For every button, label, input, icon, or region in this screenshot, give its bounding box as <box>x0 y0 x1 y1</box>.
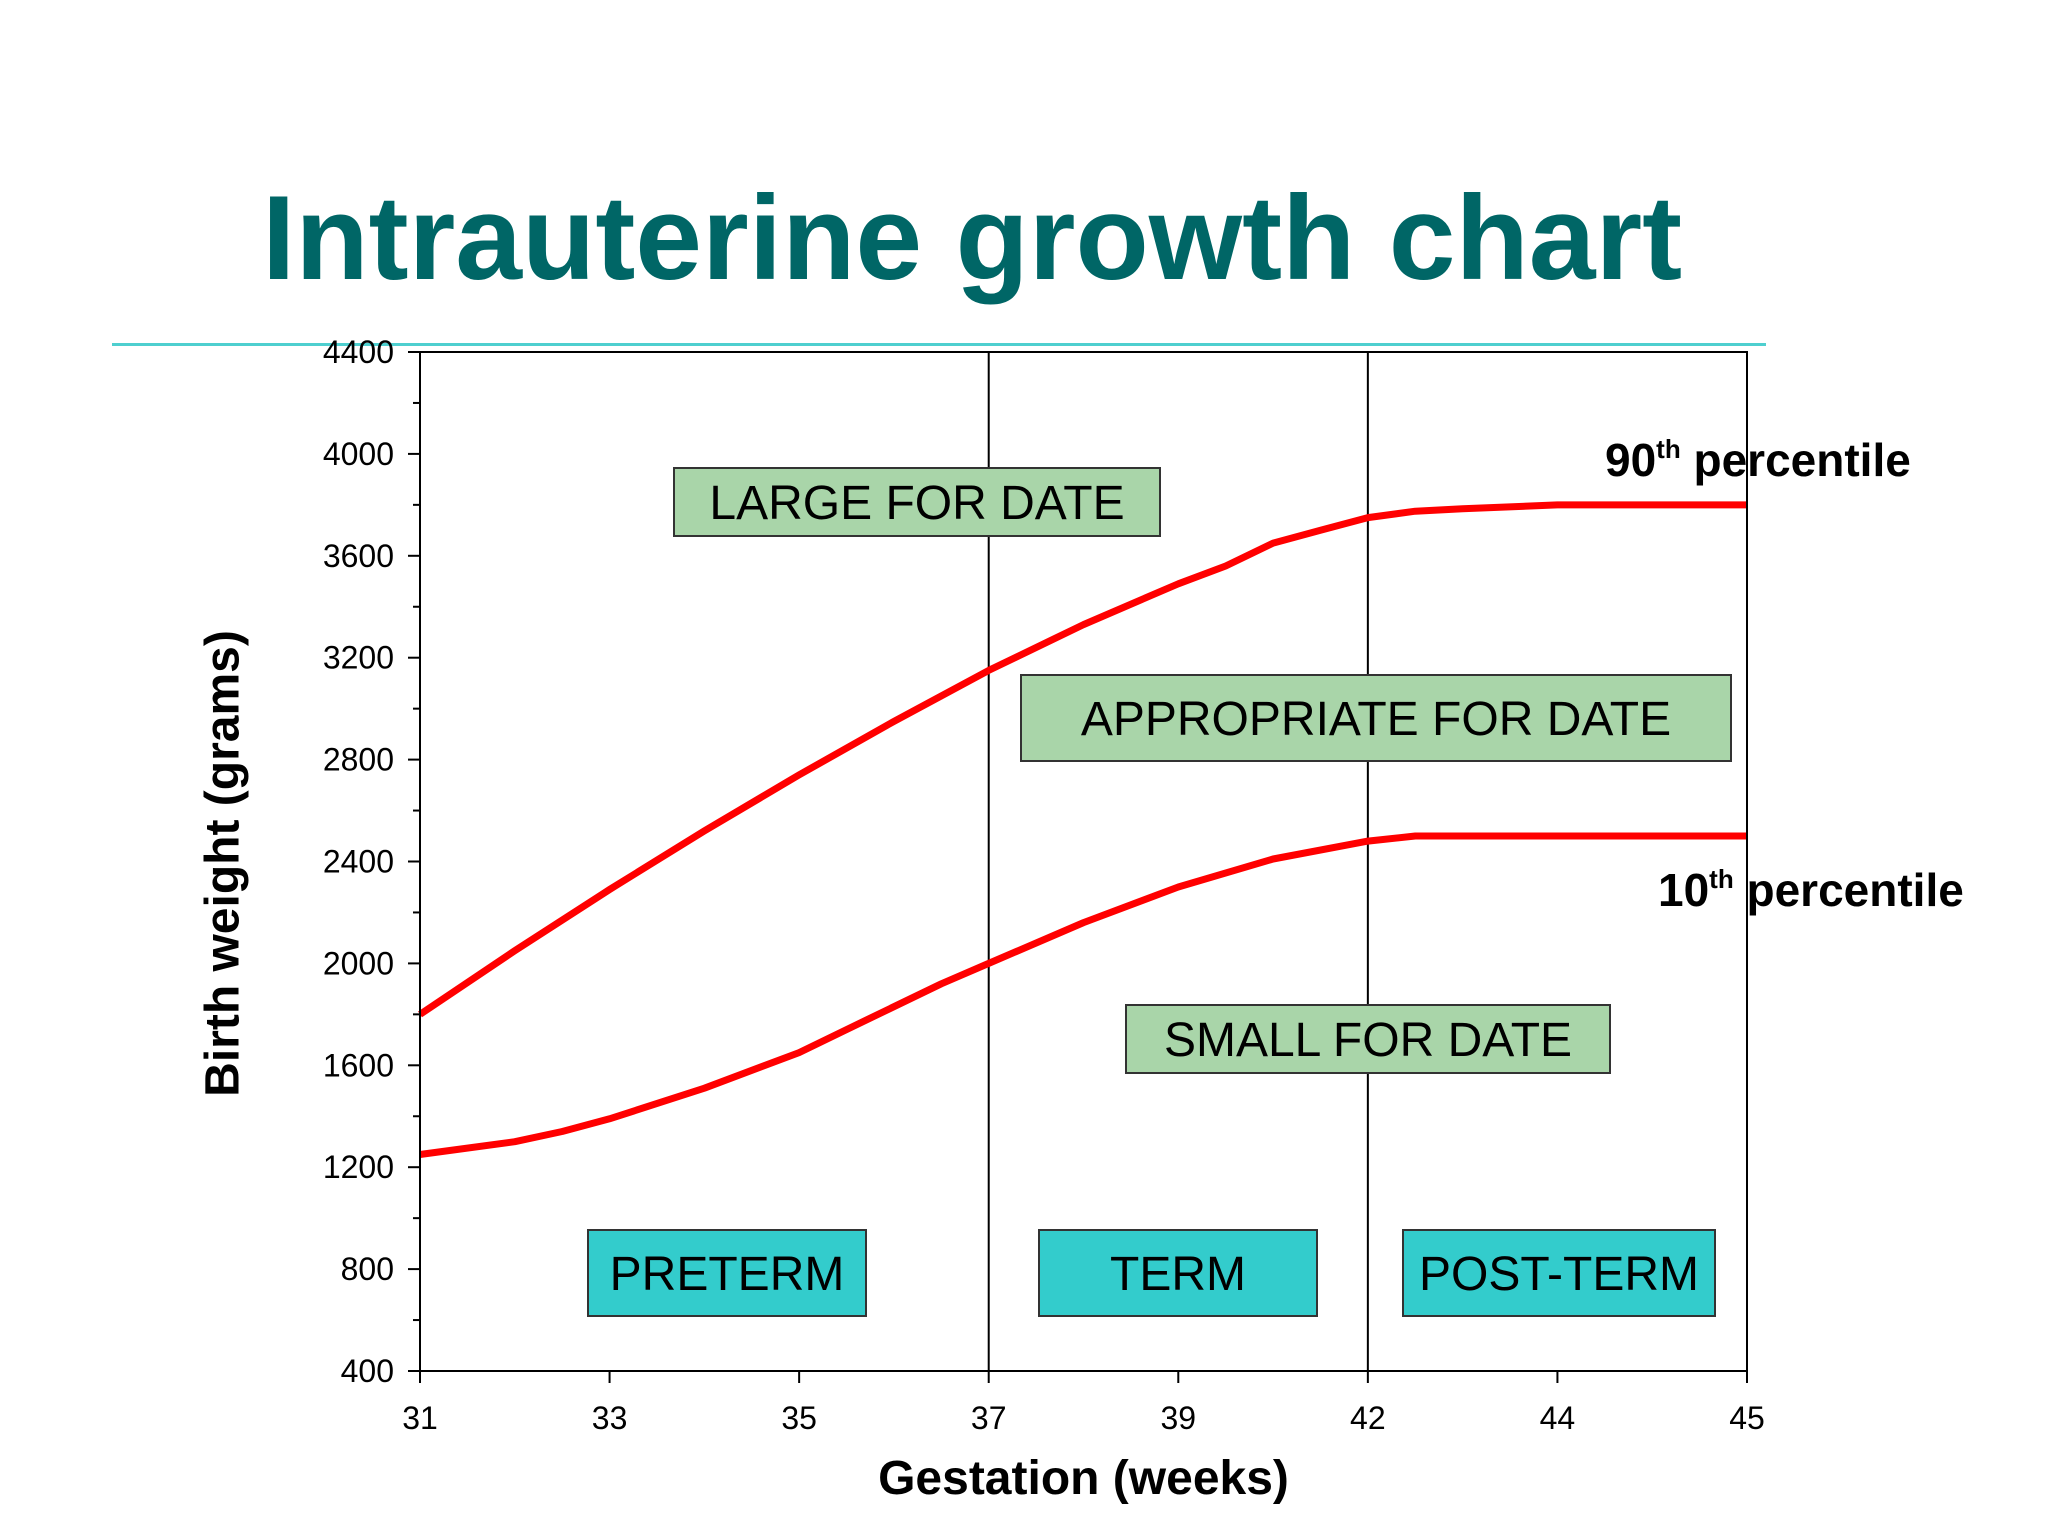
series-p90-label: 90th percentile <box>1605 434 1911 486</box>
x-tick-label: 31 <box>402 1400 438 1436</box>
series-p90-line <box>418 501 1747 1018</box>
title-divider <box>112 343 1766 346</box>
zone-term: TERM <box>1038 1229 1318 1317</box>
zone-term-label: TERM <box>1110 1248 1246 1301</box>
y-tick-label: 4400 <box>323 334 394 370</box>
series-p10-label-ordinal: th <box>1709 864 1734 894</box>
x-tick-label: 39 <box>1160 1400 1196 1436</box>
zone-preterm-box <box>587 1229 867 1317</box>
y-tick-label: 3200 <box>323 640 394 676</box>
x-tick-label: 35 <box>781 1400 817 1436</box>
series-p10-line <box>419 832 1747 1158</box>
zone-large-box <box>673 467 1161 537</box>
y-tick-label: 4000 <box>323 436 394 472</box>
zone-appropriate-label: APPROPRIATE FOR DATE <box>1081 693 1671 746</box>
series-p90-label-text: percentile <box>1681 434 1911 486</box>
slide-title: Intrauterine growth chart <box>262 171 1683 305</box>
y-tick-label: 3600 <box>323 538 394 574</box>
zone-small: SMALL FOR DATE <box>1125 1004 1611 1074</box>
series-p10-label-number: 10 <box>1658 864 1709 916</box>
y-tick-label: 400 <box>341 1353 394 1389</box>
zone-large: LARGE FOR DATE <box>673 467 1161 537</box>
x-tick-label: 42 <box>1350 1400 1386 1436</box>
percentile-curves <box>418 501 1747 1158</box>
x-tick-label: 37 <box>971 1400 1007 1436</box>
zone-small-box <box>1125 1004 1611 1074</box>
x-tick-label: 33 <box>592 1400 628 1436</box>
zone-postterm-label: POST-TERM <box>1419 1248 1699 1301</box>
y-tick-label: 2000 <box>323 945 394 981</box>
axis-ticks: 400 800 1200 1600 2000 2400 2800 3200 3600 4000 44… <box>323 334 1765 1436</box>
y-tick-label: 2800 <box>323 742 394 778</box>
zone-postterm: POST-TERM <box>1402 1229 1716 1317</box>
y-tick-label: 1200 <box>323 1149 394 1185</box>
x-tick-label: 44 <box>1540 1400 1576 1436</box>
series-p10-label: 10th percentile <box>1658 864 1964 916</box>
series-p90-label-ordinal: th <box>1656 434 1681 464</box>
y-tick-label: 1600 <box>323 1047 394 1083</box>
zone-large-label: LARGE FOR DATE <box>709 477 1124 530</box>
y-tick-label: 2400 <box>323 844 394 880</box>
x-axis-title: Gestation (weeks) <box>878 1452 1289 1505</box>
y-tick-label: 800 <box>341 1251 394 1287</box>
zone-appropriate-box <box>1020 674 1732 762</box>
zone-appropriate: APPROPRIATE FOR DATE <box>1020 674 1732 762</box>
zone-preterm: PRETERM <box>587 1229 867 1317</box>
zone-term-box <box>1038 1229 1318 1317</box>
zone-labels: LARGE FOR DATE APPROPRIATE FOR DATE SMALL … <box>587 467 1732 1317</box>
zone-postterm-box <box>1402 1229 1716 1317</box>
series-p10-label-text: percentile <box>1734 864 1964 916</box>
plot-area-frame <box>419 351 1748 1372</box>
y-axis-title: Birth weight (grams) <box>197 630 250 1097</box>
zone-preterm-label: PRETERM <box>610 1248 845 1301</box>
zone-small-label: SMALL FOR DATE <box>1164 1014 1572 1067</box>
series-p90-label-number: 90 <box>1605 434 1656 486</box>
x-tick-label: 45 <box>1729 1400 1765 1436</box>
